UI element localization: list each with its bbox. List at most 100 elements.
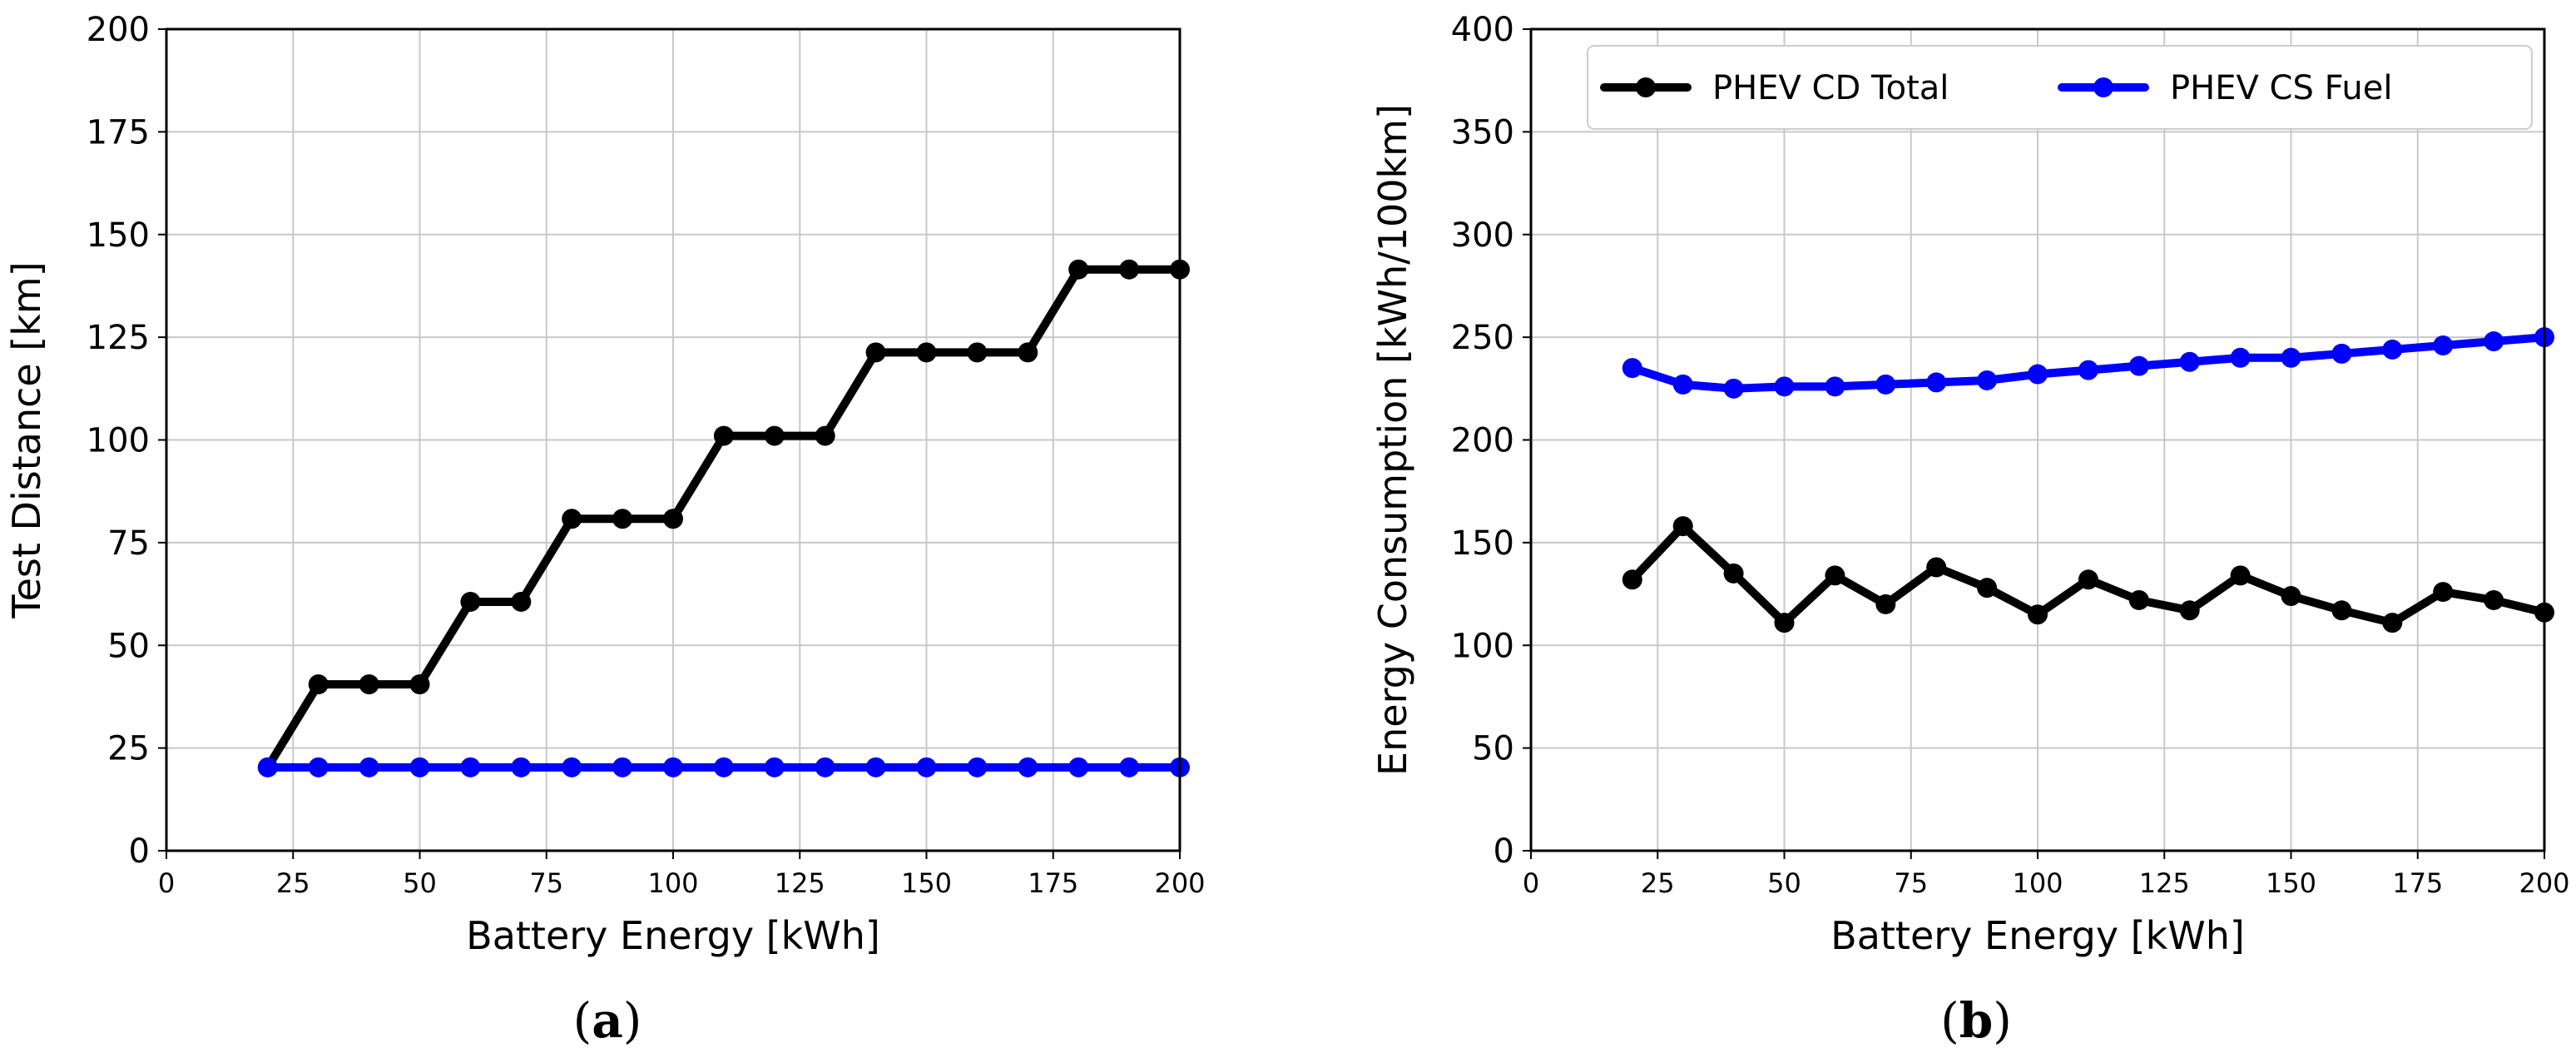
data-point [612,757,633,777]
y-axis-label: Energy Consumption [kWh/100km] [1370,104,1415,776]
data-point [2382,339,2403,360]
y-tick-label: 250 [1451,319,1514,357]
panel-b: 0 25 50 75 100 125 150 175 200 0 50 100 150 200 250 300… [1370,11,2570,1049]
data-point [409,674,430,695]
data-point [409,757,430,777]
y-tick-label: 50 [107,627,150,665]
plot-frame [1529,27,2546,852]
legend-label: PHEV CD Total [1712,69,1949,107]
data-point [916,757,937,777]
data-point [1774,613,1795,633]
y-tick-label: 0 [1494,832,1514,871]
caption-letter: a [592,992,623,1049]
y-tick-label: 150 [87,216,150,255]
data-point [2382,613,2403,633]
data-point [1018,757,1038,777]
data-point [1018,342,1038,363]
data-point [764,425,785,446]
x-tick-label: 200 [2519,867,2569,899]
data-point [359,757,379,777]
x-tick-label: 50 [1767,867,1801,899]
data-point [2078,360,2098,380]
data-point [359,674,379,695]
data-point [2128,355,2149,376]
caption-letter: b [1959,992,1994,1049]
data-point [663,757,683,777]
data-point [1622,569,1642,590]
x-tick-label: 25 [276,867,310,899]
plot-frame [165,27,1181,852]
data-point [1977,578,1998,599]
x-tick-label: 150 [901,867,952,899]
data-point [1875,374,1896,395]
x-tick-label: 200 [1154,867,1205,899]
legend-marker [2093,77,2113,97]
data-point [2484,331,2504,352]
data-point [1723,563,1744,584]
data-point [1977,370,1998,390]
caption-open-paren: ( [1940,992,1959,1049]
data-point [1723,378,1744,399]
y-tick-label: 0 [129,832,150,871]
data-point [713,757,734,777]
x-tick-label: 175 [1028,867,1078,899]
data-point [460,591,481,612]
y-tick-label: 150 [1451,524,1514,563]
data-point [916,342,937,363]
data-point [2128,589,2149,610]
panel-caption: (b) [1940,992,2012,1049]
x-tick-label: 75 [1894,867,1928,899]
y-tick-label: 75 [107,524,150,563]
x-tick-label: 100 [647,867,698,899]
y-tick-label: 350 [1451,113,1514,152]
caption-close-paren: ) [1993,992,2012,1049]
data-point [2230,347,2251,368]
data-point [2179,600,2200,621]
y-tick-label: 200 [87,11,150,49]
data-point [2433,582,2454,603]
data-point [2028,364,2048,385]
x-tick-label: 0 [158,867,175,899]
data-point [2179,351,2200,372]
data-point [562,509,582,529]
x-tick-label: 100 [2012,867,2063,899]
data-point [308,674,329,695]
data-point [815,757,835,777]
data-point [1068,757,1089,777]
caption-open-paren: ( [573,992,592,1049]
x-tick-label: 25 [1641,867,1675,899]
data-point [2433,335,2454,355]
data-point [1825,565,1845,586]
legend-marker [1636,77,1656,97]
data-point [1622,358,1642,379]
data-point [815,425,835,446]
data-point [764,757,785,777]
data-point [865,342,886,363]
data-point [1926,557,1947,578]
data-point [2078,569,2098,590]
data-point [511,757,532,777]
legend-label: PHEV CS Fuel [2170,69,2392,107]
data-point [1672,516,1693,537]
y-tick-label: 175 [87,113,150,152]
data-point [612,509,633,529]
data-point [2281,586,2301,607]
x-tick-label: 175 [2392,867,2443,899]
x-tick-label: 0 [1523,867,1539,899]
data-point [2230,565,2251,586]
x-tick-label: 125 [2139,867,2190,899]
y-tick-label: 25 [107,730,150,768]
data-point [713,425,734,446]
data-point [2331,600,2352,621]
y-axis-label: Test Distance [km] [4,261,49,618]
panel-caption: (a) [573,992,642,1049]
y-tick-label: 100 [1451,627,1514,665]
panel-a: 0 25 50 75 100 125 150 175 200 0 25 50 75 100 125 150 17… [4,11,1206,1049]
legend: PHEV CD Total PHEV CS Fuel [1587,45,2533,130]
data-point [1119,259,1140,280]
data-point [1068,259,1089,280]
x-tick-label: 125 [775,867,825,899]
data-point [2028,604,2048,625]
data-point [2331,343,2352,364]
